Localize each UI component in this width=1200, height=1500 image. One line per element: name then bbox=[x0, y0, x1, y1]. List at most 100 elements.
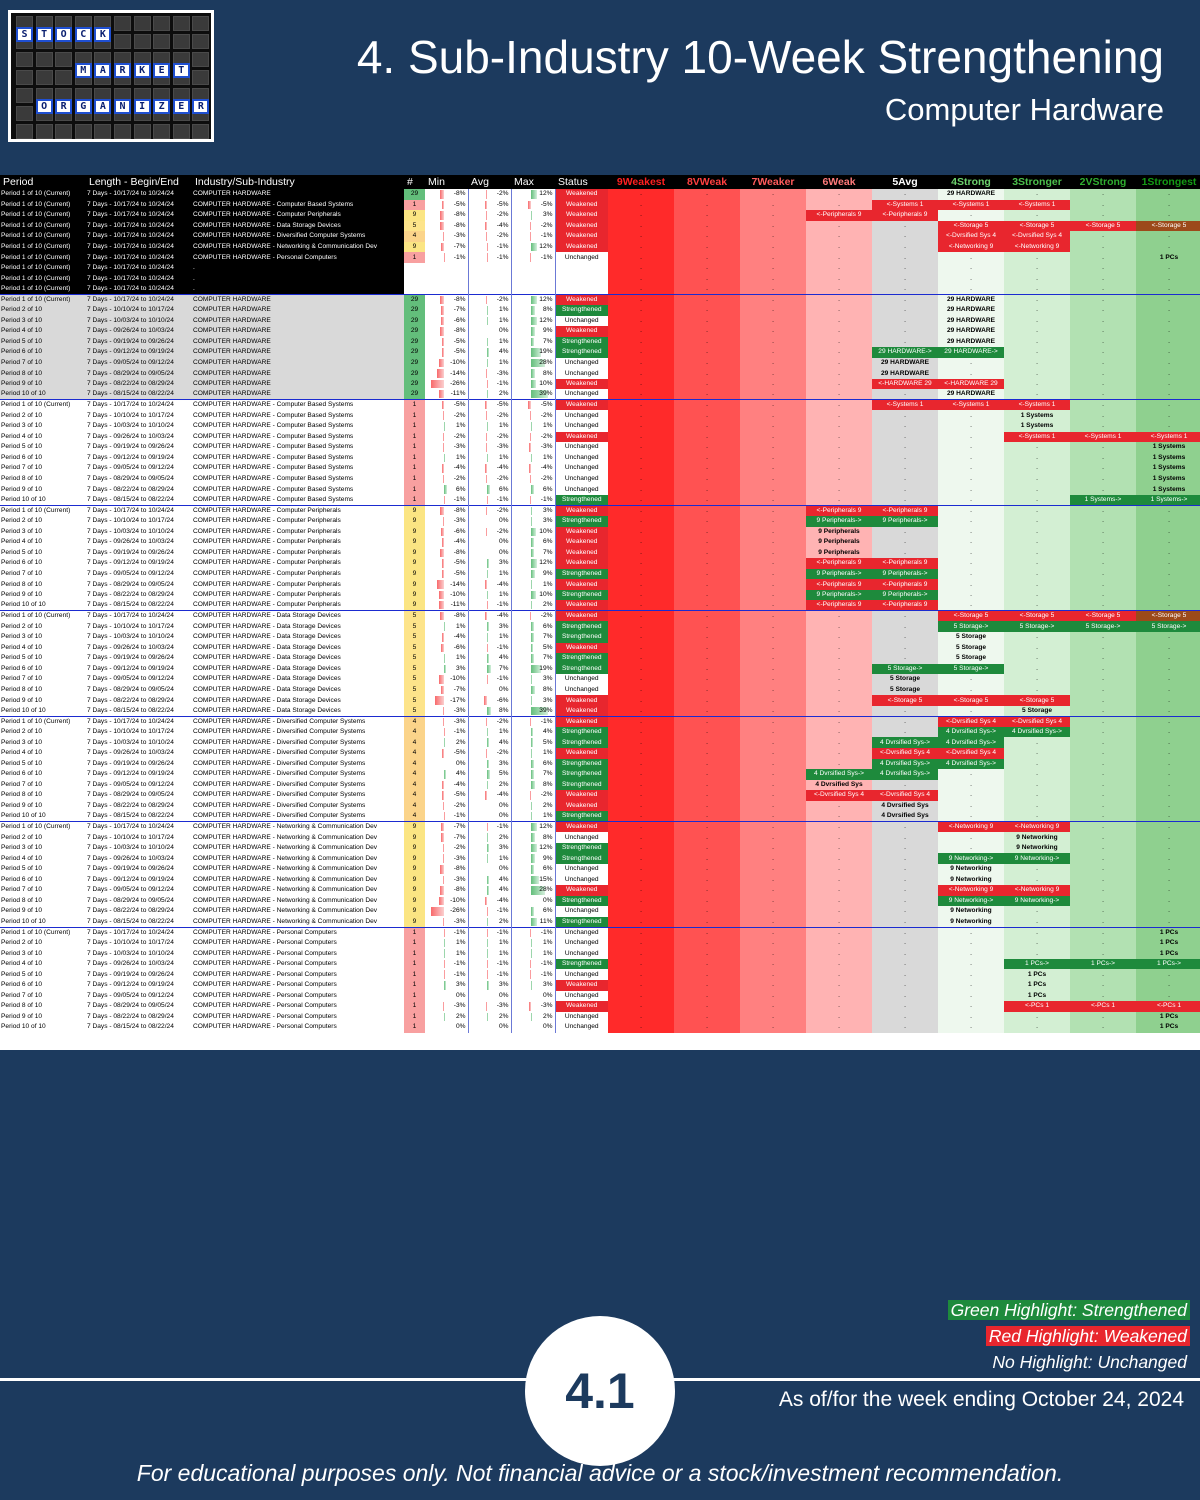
value-text: -8% bbox=[453, 506, 466, 514]
table-row: Period 3 of 10 7 Days - 10/03/24 to 10/10… bbox=[0, 421, 1200, 432]
value-text: 3% bbox=[542, 506, 553, 514]
period-cell: Period 2 of 10 bbox=[0, 832, 86, 843]
table-row: Period 1 of 10 (Current) 7 Days - 10/17/2… bbox=[0, 283, 1200, 295]
min-cell: -7% bbox=[425, 821, 468, 833]
strength-cell-6: . bbox=[806, 421, 872, 432]
strength-cell-5: 9 Peripherals-> bbox=[872, 568, 938, 580]
value-bar bbox=[530, 886, 546, 895]
value-bar bbox=[530, 949, 532, 958]
period-cell: Period 1 of 10 (Current) bbox=[0, 293, 86, 306]
strength-cell-8: . bbox=[674, 958, 740, 970]
column-header: Period bbox=[0, 175, 86, 189]
min-cell: -5% bbox=[425, 347, 468, 358]
length-cell: 7 Days - 09/05/24 to 09/12/24 bbox=[86, 568, 192, 580]
strength-cell-5: 4 Dvrsified Sys-> bbox=[872, 769, 938, 780]
period-cell: Period 3 of 10 bbox=[0, 948, 86, 959]
strength-cell-3: <-Systems 1 bbox=[1004, 199, 1070, 211]
value-bar bbox=[440, 190, 445, 199]
value-text: 3% bbox=[542, 981, 553, 989]
avg-cell: 0% bbox=[467, 800, 511, 812]
value-text: 6% bbox=[542, 485, 553, 493]
strength-cell-7: . bbox=[740, 631, 806, 643]
strength-cell-5: 29 HARDWARE bbox=[872, 368, 938, 379]
length-cell: 7 Days - 09/12/24 to 09/19/24 bbox=[86, 347, 192, 358]
status-badge: Weakened bbox=[554, 600, 608, 611]
value-bar bbox=[529, 432, 531, 442]
industry-cell: COMPUTER HARDWARE bbox=[192, 326, 404, 337]
value-text: 2% bbox=[542, 801, 553, 809]
value-bar bbox=[486, 411, 488, 421]
strength-cell-1: . bbox=[1136, 653, 1200, 664]
avg-cell bbox=[467, 273, 511, 284]
strength-cell-8: . bbox=[674, 937, 740, 949]
strength-cell-6: . bbox=[806, 283, 872, 295]
period-cell: Period 8 of 10 bbox=[0, 684, 86, 696]
strength-cell-6: . bbox=[806, 726, 872, 738]
strength-cell-8: . bbox=[674, 579, 740, 590]
status-badge: Strengthened bbox=[554, 842, 608, 854]
count-cell: 5 bbox=[404, 621, 425, 632]
count-cell bbox=[404, 273, 425, 284]
value-bar bbox=[486, 823, 488, 832]
count-cell: 9 bbox=[404, 885, 425, 896]
value-bar bbox=[530, 748, 532, 758]
strength-cell-6: . bbox=[806, 642, 872, 654]
count-cell: 9 bbox=[404, 537, 425, 548]
min-cell: 3% bbox=[425, 663, 468, 675]
industry-cell: COMPUTER HARDWARE bbox=[192, 378, 404, 390]
value-bar bbox=[529, 221, 531, 231]
table-row: Period 9 of 10 7 Days - 08/22/24 to 08/29… bbox=[0, 695, 1200, 706]
industry-cell: . bbox=[192, 262, 404, 274]
strength-cell-7: . bbox=[740, 653, 806, 664]
value-bar bbox=[530, 306, 535, 315]
count-cell: 9 bbox=[404, 515, 425, 527]
value-text: -26% bbox=[450, 380, 466, 388]
strength-cell-6: 4 Dvrsified Sys-> bbox=[806, 769, 872, 780]
value-text: 1% bbox=[542, 949, 553, 957]
count-cell: 1 bbox=[404, 399, 425, 411]
value-text: 7% bbox=[542, 770, 553, 778]
strength-cell-9: . bbox=[608, 199, 674, 211]
length-cell: 7 Days - 09/26/24 to 10/03/24 bbox=[86, 326, 192, 337]
value-bar bbox=[441, 791, 445, 800]
column-header: 6Weak bbox=[806, 175, 872, 189]
strength-cell-7: . bbox=[740, 568, 806, 580]
value-bar bbox=[442, 875, 445, 885]
table-row: Period 1 of 10 (Current) 7 Days - 10/17/2… bbox=[0, 199, 1200, 211]
length-cell: 7 Days - 10/17/24 to 10/24/24 bbox=[86, 189, 192, 200]
strength-cell-5: . bbox=[872, 526, 938, 538]
value-bar bbox=[530, 685, 535, 695]
value-bar bbox=[530, 548, 535, 558]
strength-cell-9: . bbox=[608, 1022, 674, 1033]
value-text: 1% bbox=[455, 939, 466, 947]
avg-cell: -4% bbox=[467, 579, 511, 590]
strength-cell-5: 4 Dvrsified Sys bbox=[872, 800, 938, 812]
value-text: 10% bbox=[539, 380, 553, 388]
value-bar bbox=[439, 896, 445, 906]
value-bar bbox=[443, 843, 445, 853]
period-cell: Period 7 of 10 bbox=[0, 357, 86, 369]
strength-cell-7: . bbox=[740, 990, 806, 1002]
value-bar bbox=[487, 485, 491, 494]
value-bar bbox=[444, 664, 446, 674]
table-row: Period 5 of 10 7 Days - 09/19/24 to 09/26… bbox=[0, 864, 1200, 875]
value-bar bbox=[439, 358, 445, 368]
min-cell: 6% bbox=[425, 484, 468, 495]
period-cell: Period 10 of 10 bbox=[0, 389, 86, 400]
value-text: -1% bbox=[540, 495, 553, 503]
period-cell: Period 9 of 10 bbox=[0, 378, 86, 390]
value-bar bbox=[530, 970, 531, 980]
table-row: Period 7 of 10 7 Days - 09/05/24 to 09/12… bbox=[0, 674, 1200, 685]
max-cell: 39% bbox=[510, 389, 555, 400]
page-subtitle: Computer Hardware bbox=[884, 92, 1164, 127]
value-bar bbox=[530, 358, 546, 368]
value-text: -5% bbox=[453, 749, 466, 757]
count-cell: 1 bbox=[404, 969, 425, 981]
strength-cell-2: . bbox=[1070, 389, 1136, 400]
strength-cell-3: <-Systems 1 bbox=[1004, 399, 1070, 411]
value-bar bbox=[484, 200, 488, 210]
min-cell: -8% bbox=[425, 885, 468, 896]
min-cell: -6% bbox=[425, 315, 468, 327]
length-cell: 7 Days - 10/17/24 to 10/24/24 bbox=[86, 715, 192, 727]
value-bar bbox=[485, 580, 488, 589]
